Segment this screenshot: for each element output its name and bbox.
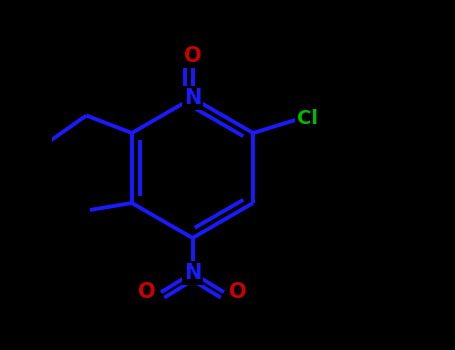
Text: O: O xyxy=(184,46,201,66)
Text: N: N xyxy=(184,88,201,108)
Text: O: O xyxy=(138,282,156,302)
Text: Cl: Cl xyxy=(297,110,318,128)
Text: O: O xyxy=(229,282,247,302)
Text: N: N xyxy=(184,263,201,283)
